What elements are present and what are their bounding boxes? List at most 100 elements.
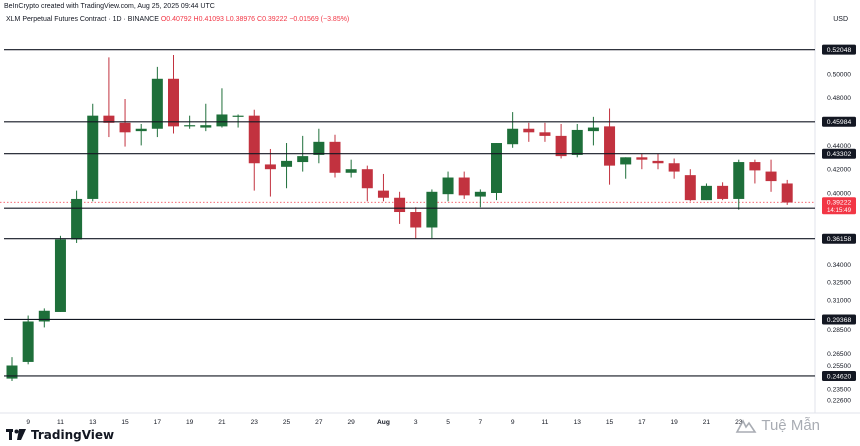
candle-down[interactable] [119,122,131,133]
candle-up[interactable] [700,185,712,201]
candle-down[interactable] [539,132,551,136]
tradingview-logo-text: TradingView [31,428,115,442]
level-label: 0.43302 [822,148,856,159]
level-label-text: 0.52048 [827,47,852,54]
y-tick-label: 0.44000 [827,143,851,150]
candle-up[interactable] [587,127,599,132]
y-tick-label: 0.34000 [827,262,851,269]
x-tick-label: 23 [735,419,743,426]
currency-label[interactable]: USD [833,16,848,23]
candle-up[interactable] [474,191,486,197]
candle-down[interactable] [636,157,648,160]
y-tick-label: 0.26500 [827,351,851,358]
candle-up[interactable] [6,365,18,379]
candle-down[interactable] [684,175,696,201]
candle-down[interactable] [248,115,260,164]
x-tick-label: 5 [446,419,450,426]
level-label: 0.29368 [822,314,856,325]
candle-down[interactable] [717,185,729,199]
level-label-bg [822,116,856,127]
candle-down[interactable] [103,115,115,123]
candle-up[interactable] [297,156,309,163]
x-tick-label: Aug [377,419,390,426]
candle-down[interactable] [394,197,406,213]
candle-down[interactable] [749,162,761,171]
candle-down[interactable] [765,171,777,182]
candle-up[interactable] [507,128,519,145]
y-tick-label: 0.31000 [827,297,851,304]
credit-text: BeInCrypto created with TradingView.com,… [4,3,215,10]
x-tick-label: 17 [638,419,646,426]
y-tick-label: 0.42000 [827,167,851,174]
candle-up[interactable] [426,191,438,228]
level-label-text: 0.29368 [827,317,852,324]
x-tick-label: 7 [479,419,483,426]
candle-down[interactable] [523,128,535,133]
x-tick-label: 9 [511,419,515,426]
level-label-bg [822,370,856,381]
y-tick-label: 0.23500 [827,387,851,394]
level-label: 0.24620 [822,370,856,381]
candle-up[interactable] [345,169,357,173]
candle-down[interactable] [168,78,179,127]
candle-up[interactable] [22,321,34,362]
candle-up[interactable] [184,125,196,127]
candle-up[interactable] [620,157,632,165]
x-tick-label: 21 [218,419,226,426]
ohlc-change: −0.01569 (−3.85%) [289,16,350,23]
x-tick-label: 13 [89,419,97,426]
tradingview-logo[interactable]: TradingView [6,428,114,442]
candle-down[interactable] [377,190,389,198]
candle-up[interactable] [71,198,83,240]
candle-up[interactable] [87,115,99,199]
candle-up[interactable] [38,310,50,322]
symbol-title[interactable]: XLM Perpetual Futures Contract · 1D · BI… [6,16,159,23]
countdown-text: 14:15:49 [827,207,852,214]
candle-up[interactable] [313,141,325,155]
candle-down[interactable] [264,164,276,170]
candle-down[interactable] [329,141,341,173]
watermark-text: Tuệ Mẫn [761,417,820,434]
ohlc-close: C0.39222 [257,16,288,23]
level-label-text: 0.45984 [827,119,852,126]
candle-down[interactable] [555,135,567,157]
level-label-bg [822,44,856,55]
candle-down[interactable] [781,183,793,203]
x-tick-label: 19 [186,419,194,426]
x-tick-label: 11 [57,419,64,426]
current-price-bg [822,197,856,215]
candle-down[interactable] [458,177,470,196]
x-tick-label: 29 [347,419,355,426]
x-tick-label: 19 [670,419,678,426]
candle-up[interactable] [571,129,583,155]
candle-up[interactable] [491,143,502,193]
ohlc-low: L0.38976 [225,16,256,23]
y-tick-label: 0.25500 [827,363,851,370]
candle-up[interactable] [216,114,228,127]
candle-up[interactable] [232,115,244,117]
level-label-bg [822,148,856,159]
candle-up[interactable] [151,78,163,129]
candle-down[interactable] [361,169,373,189]
candle-down[interactable] [652,160,664,164]
candle-down[interactable] [604,126,616,166]
ohlc-open: O0.40792 [160,16,192,23]
candle-up[interactable] [54,239,66,312]
candle-up[interactable] [442,177,454,195]
watermark: Tuệ Mẫn [735,417,820,434]
level-label: 0.52048 [822,44,856,55]
candle-down[interactable] [410,212,422,228]
current-price-text: 0.39222 [827,200,852,207]
candle-up[interactable] [135,128,147,132]
y-tick-label: 0.48000 [827,95,851,102]
symbol-line: XLM Perpetual Futures Contract · 1D · BI… [6,16,349,23]
x-tick-label: 25 [283,419,291,426]
candle-up[interactable] [200,125,212,128]
x-tick-label: 15 [606,419,614,426]
x-tick-label: 17 [154,419,162,426]
candle-up[interactable] [281,160,293,167]
candle-down[interactable] [668,163,680,172]
candle-up[interactable] [733,162,745,199]
